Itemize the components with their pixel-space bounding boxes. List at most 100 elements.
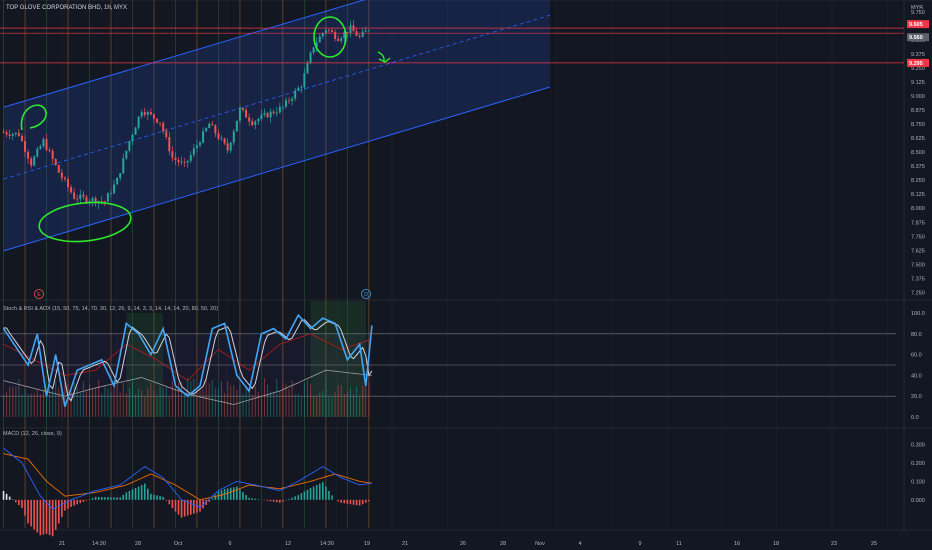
stoch-tick-label: 20.0 — [911, 394, 922, 400]
candle-body — [70, 187, 73, 193]
candle-body — [318, 36, 321, 43]
time-tick-label: 4 — [578, 541, 581, 547]
macd-tick-label: 0.100 — [911, 479, 925, 485]
candle-body — [288, 100, 291, 102]
annotation-arrow — [377, 51, 391, 63]
candle-body — [306, 62, 309, 74]
candle-body — [303, 73, 306, 88]
time-tick-label: 16 — [734, 541, 740, 547]
time-tick-label: 14:30 — [92, 541, 106, 547]
price-tick-label: 8.500 — [911, 150, 925, 156]
candle-body — [358, 35, 361, 37]
time-tick-label: 28 — [135, 541, 141, 547]
candle-body — [226, 143, 229, 151]
candle-body — [324, 29, 327, 34]
channel-upper-line — [3, 0, 366, 108]
candle-body — [57, 165, 60, 173]
candle-body — [189, 154, 192, 161]
candle-body — [199, 142, 202, 146]
candle-body — [116, 177, 119, 185]
candle-body — [186, 160, 189, 163]
candle-body — [245, 109, 248, 118]
candle-body — [174, 157, 177, 160]
candle-body — [349, 25, 352, 34]
candle-body — [235, 120, 238, 132]
candle-body — [140, 112, 143, 117]
candle-body — [162, 123, 165, 132]
price-tag-high: 9.605 — [909, 22, 923, 28]
candle-body — [76, 198, 79, 200]
candle-body — [241, 107, 244, 110]
candle-body — [60, 172, 63, 178]
candle-body — [165, 131, 168, 138]
candle-body — [309, 52, 312, 63]
candle-body — [149, 111, 152, 115]
candle-body — [152, 114, 155, 119]
dividend-badge[interactable]: D — [361, 289, 371, 299]
price-tick-label: 7.625 — [911, 248, 925, 254]
candle-body — [364, 30, 367, 32]
macd-panel — [2, 447, 372, 537]
stoch-tick-label: 80.0 — [911, 332, 922, 338]
candle-body — [251, 121, 254, 125]
candle-body — [346, 32, 349, 34]
candle-body — [297, 87, 300, 91]
candle-body — [327, 29, 330, 31]
candle-body — [67, 179, 70, 188]
stoch-tick-label: 40.0 — [911, 373, 922, 379]
time-tick-label: 11 — [676, 541, 682, 547]
candle-body — [103, 201, 106, 203]
price-tick-label: 8.375 — [911, 164, 925, 170]
currency-label: MYR — [911, 5, 923, 11]
macd-tick-label: 0.200 — [911, 461, 925, 467]
price-tick-label: 9.750 — [911, 10, 925, 16]
price-tag-low-box — [907, 58, 929, 67]
macd-tick-label: 0.000 — [911, 498, 925, 504]
candle-body — [2, 131, 5, 133]
macd-line — [3, 447, 372, 510]
stoch-tick-label: 100.0 — [911, 311, 925, 317]
macd-signal-line — [3, 453, 372, 501]
candle-body — [211, 123, 214, 126]
price-tick-label: 7.375 — [911, 276, 925, 282]
candle-body — [100, 200, 103, 202]
dividend-badge-label: D — [364, 292, 368, 298]
candle-body — [63, 177, 66, 180]
candle-body — [82, 194, 85, 197]
candle-body — [8, 134, 11, 136]
candle-body — [272, 111, 275, 114]
stoch-tick-label: 60.0 — [911, 353, 922, 359]
candle-body — [266, 112, 269, 118]
grid-lines — [0, 0, 932, 531]
candle-body — [159, 122, 162, 124]
time-tick-label: 19 — [364, 541, 370, 547]
time-tick-label: 21 — [59, 541, 65, 547]
candle-body — [39, 146, 42, 149]
candle-body — [54, 159, 57, 166]
candle-body — [11, 134, 14, 136]
price-tick-label: 8.000 — [911, 206, 925, 212]
candle-body — [343, 32, 346, 39]
price-tick-label: 7.750 — [911, 234, 925, 240]
candle-body — [24, 141, 27, 152]
candle-body — [195, 145, 198, 149]
candle-body — [91, 198, 94, 202]
candle-body — [125, 150, 128, 159]
earnings-badge[interactable]: E — [34, 289, 44, 299]
candle-body — [294, 90, 297, 99]
candlestick-series — [2, 20, 370, 210]
price-lines — [0, 27, 904, 64]
candle-body — [5, 132, 8, 135]
candle-body — [208, 123, 211, 129]
candle-body — [79, 194, 82, 200]
candle-body — [248, 117, 251, 122]
stoch-rsi-adx-panel — [0, 301, 896, 417]
annotation-ellipse — [313, 16, 347, 58]
candle-body — [33, 156, 36, 166]
stoch-k-line — [2, 313, 373, 407]
macd-tick-label: 0.300 — [911, 442, 925, 448]
candle-body — [134, 127, 137, 135]
price-tick-label: 7.250 — [911, 290, 925, 296]
price-tick-label: 9.375 — [911, 52, 925, 58]
candle-body — [355, 31, 358, 36]
